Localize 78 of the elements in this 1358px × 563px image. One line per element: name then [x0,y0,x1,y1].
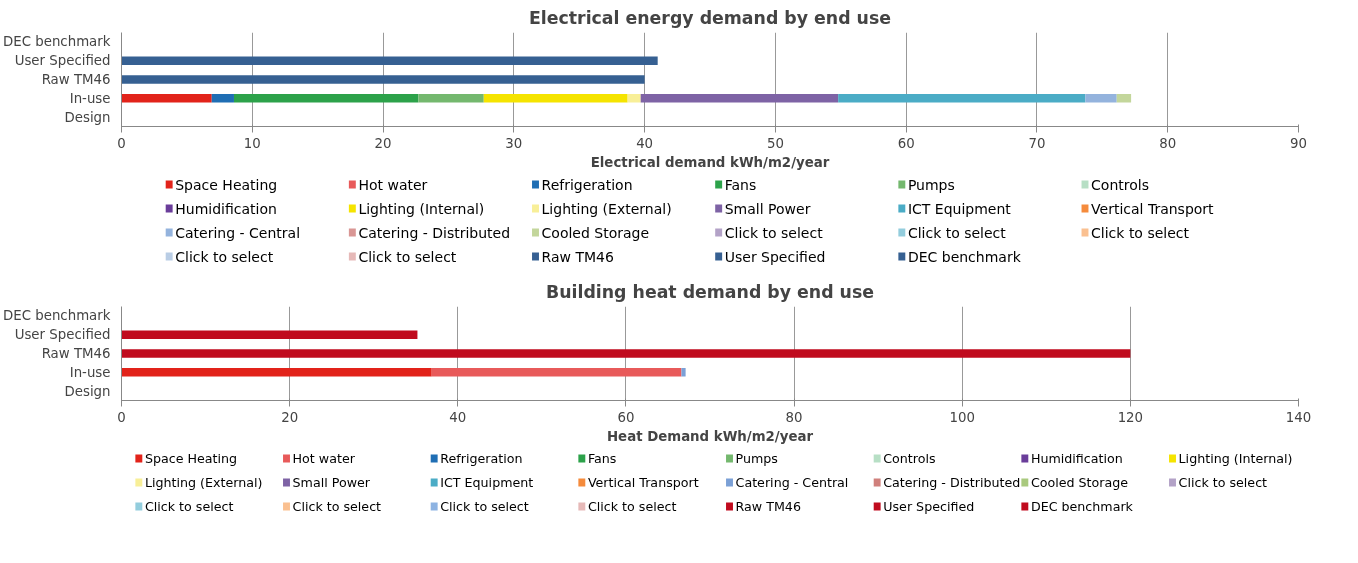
legend-label: DEC benchmark [907,248,1022,265]
x-tick-label: 120 [1117,409,1144,425]
legend-label: Catering - Distributed [358,224,511,241]
x-tick-label: 60 [897,135,915,151]
legend-label: Click to select [587,499,677,514]
x-tick-label: 20 [281,409,299,425]
legend-label: Click to select [292,499,382,514]
y-tick-label: User Specified [14,327,111,343]
y-tick-label: Design [64,109,111,125]
legend-label: Click to select [724,224,824,241]
legend-label: Catering - Central [175,224,301,241]
legend-label: Controls [1091,176,1149,193]
legend-label: Refrigeration [440,451,523,466]
legend-label: Pumps [907,176,955,193]
legend-label: Click to select [1178,475,1268,490]
x-tick-label: 0 [117,135,126,151]
x-tick-label: 70 [1028,135,1046,151]
x-tick-label: 80 [785,409,803,425]
y-tick-label: In-use [69,364,111,380]
legend-label: Cooled Storage [1030,475,1129,490]
legend-label: Small Power [292,475,371,490]
legend-label: Fans [724,176,757,193]
legend-label: Refrigeration [541,176,633,193]
legend-label: Space Heating [144,451,238,466]
x-tick-label: 140 [1285,409,1312,425]
x-axis-title: Heat Demand kWh/m2/year [606,428,814,444]
legend-label: ICT Equipment [440,475,534,490]
y-tick-label: DEC benchmark [3,308,111,324]
legend-label: Hot water [292,451,356,466]
legend-label: Lighting (External) [144,475,263,490]
x-tick-label: 10 [243,135,261,151]
legend-label: User Specified [724,248,826,265]
x-tick-label: 20 [374,135,392,151]
legend-label: Small Power [724,200,811,217]
legend-label: Catering - Central [735,475,849,490]
x-tick-label: 100 [949,409,975,425]
legend-label: Lighting (External) [541,200,672,217]
x-tick-label: 50 [766,135,784,151]
x-tick-label: 40 [449,409,467,425]
legend-label: Click to select [358,248,457,265]
legend-label: Fans [587,451,617,466]
legend-label: Catering - Distributed [883,475,1021,490]
x-tick-label: 60 [617,409,635,425]
legend-label: Raw TM46 [541,248,615,265]
y-tick-label: Design [64,383,111,399]
x-tick-label: 30 [505,135,523,151]
legend-label: Click to select [175,248,274,265]
chart-title: Electrical energy demand by end use [529,7,891,28]
y-tick-label: Raw TM46 [41,346,111,361]
x-tick-label: 80 [1159,135,1177,151]
legend-label: Lighting (Internal) [358,200,485,217]
legend-label: Pumps [735,451,778,466]
chart-title: Building heat demand by end use [546,281,874,302]
legend-label: Raw TM46 [735,499,801,514]
x-axis-title: Electrical demand kWh/m2/year [590,154,830,170]
y-tick-label: In-use [69,90,111,106]
legend-label: Lighting (Internal) [1178,451,1293,466]
legend-label: Cooled Storage [541,224,650,241]
legend-label: Controls [883,451,936,466]
y-tick-label: Raw TM46 [41,72,111,87]
y-tick-label: DEC benchmark [3,34,111,50]
legend-label: Hot water [358,176,428,193]
legend-label: DEC benchmark [1030,499,1134,514]
legend-label: Click to select [1091,224,1190,241]
legend-label: Click to select [907,224,1007,241]
legend-label: Humidification [1030,451,1123,466]
legend-label: Click to select [144,499,234,514]
legend-label: User Specified [883,499,975,514]
x-tick-label: 40 [636,135,654,151]
y-tick-label: User Specified [14,53,111,69]
legend-label: Space Heating [175,176,278,193]
legend-label: Vertical Transport [587,475,699,490]
legend-label: Vertical Transport [1091,200,1215,217]
legend-label: Humidification [175,200,277,217]
x-tick-label: 0 [117,409,126,425]
legend-label: ICT Equipment [907,200,1012,217]
x-tick-label: 90 [1290,135,1307,151]
legend-label: Click to select [440,499,529,514]
